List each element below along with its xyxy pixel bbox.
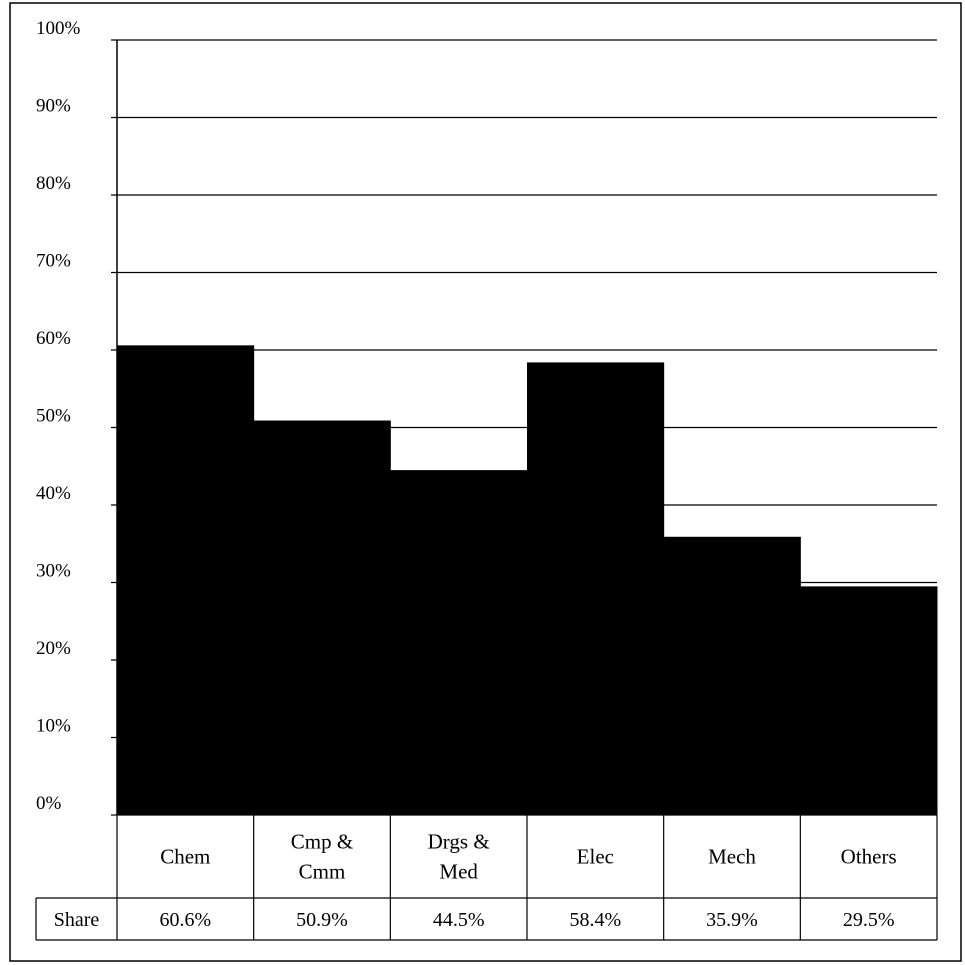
data-label: 44.5% — [433, 909, 485, 931]
y-tick-label: 90% — [36, 96, 71, 117]
y-tick-label: 20% — [36, 638, 71, 659]
data-label: 60.6% — [159, 909, 211, 931]
bar — [800, 586, 938, 815]
data-label: 58.4% — [569, 909, 621, 931]
category-label: Cmm — [299, 860, 346, 884]
category-label: Others — [841, 845, 897, 869]
y-tick-label: 80% — [36, 173, 71, 194]
table-row-label: Share — [54, 909, 100, 931]
y-tick-label: 50% — [36, 406, 71, 427]
y-tick-label: 100% — [36, 18, 81, 39]
category-label: Drgs & — [428, 830, 490, 854]
y-tick-label: 60% — [36, 328, 71, 349]
y-tick-label: 30% — [36, 561, 71, 582]
bar — [663, 536, 801, 815]
bar — [390, 470, 528, 815]
y-tick-label: 70% — [36, 251, 71, 272]
category-label: Med — [439, 860, 478, 884]
bar — [527, 362, 665, 815]
category-label: Cmp & — [291, 830, 353, 854]
data-table: Chem Cmp & Cmm Drgs & Med Elec Mech Others Share… — [35, 814, 938, 941]
bar — [253, 420, 391, 815]
bars — [117, 345, 938, 815]
y-tick-label: 10% — [36, 716, 71, 737]
y-axis-ticks: 0% 10% 20% 30% 40% 50% 60% 70% 80% 90% 100% — [36, 18, 81, 814]
data-label: 50.9% — [296, 909, 348, 931]
y-tick-label: 40% — [36, 483, 71, 504]
data-label: 35.9% — [706, 909, 758, 931]
category-label: Chem — [160, 845, 210, 869]
category-label: Mech — [708, 845, 756, 869]
data-label: 29.5% — [843, 909, 895, 931]
bar — [117, 345, 255, 815]
y-tick-label: 0% — [36, 793, 62, 814]
category-label: Elec — [577, 845, 614, 869]
